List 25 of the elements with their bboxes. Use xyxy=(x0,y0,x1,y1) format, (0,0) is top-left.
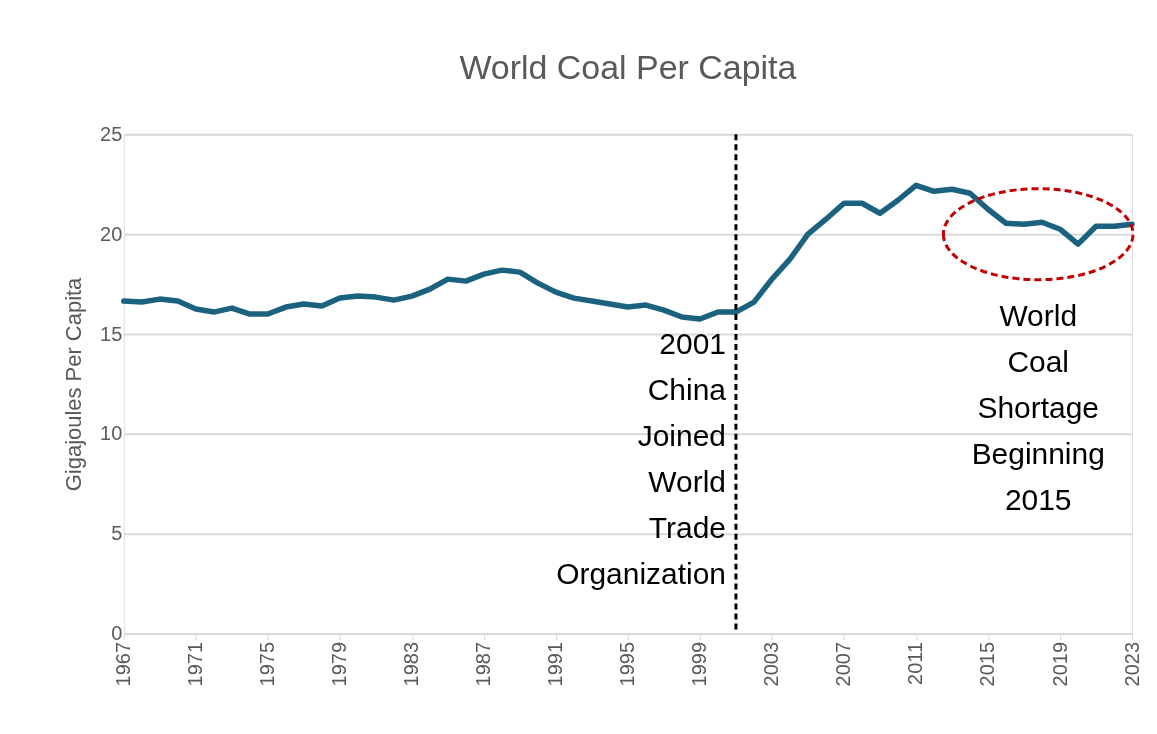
chart-title: World Coal Per Capita xyxy=(459,48,797,87)
y-tick-label: 0 xyxy=(111,622,123,644)
x-tick-label: 2023 xyxy=(1120,641,1143,687)
x-tick-label: 1971 xyxy=(184,641,207,687)
x-tick-label: 1967 xyxy=(112,641,135,687)
x-tick-label: 1979 xyxy=(328,641,351,687)
y-axis-title: Gigajoules Per Capita xyxy=(61,276,87,492)
x-tick-label: 1999 xyxy=(688,641,711,687)
x-tick-label: 1983 xyxy=(400,641,423,687)
y-tick-label: 10 xyxy=(100,422,123,445)
x-tick-label: 2003 xyxy=(760,641,783,687)
x-tick-label: 1995 xyxy=(616,641,639,687)
y-tick-label: 20 xyxy=(100,222,123,245)
y-tick-label: 15 xyxy=(100,322,123,345)
x-tick-label: 2015 xyxy=(976,641,999,687)
x-tick-label: 1975 xyxy=(256,641,279,687)
x-tick-label: 1987 xyxy=(472,641,495,687)
x-tick-label: 2019 xyxy=(1048,641,1071,687)
y-tick-label: 25 xyxy=(100,122,123,145)
x-tick-label: 2007 xyxy=(832,641,855,687)
annotation: World Coal Shortage Beginning 2015 xyxy=(971,299,1105,516)
y-tick-label: 5 xyxy=(111,522,123,545)
x-tick-label: 1991 xyxy=(544,641,567,687)
ref-line-label: 2001 China Joined World Trade Organization xyxy=(556,326,727,590)
x-tick-label: 2011 xyxy=(904,641,927,685)
